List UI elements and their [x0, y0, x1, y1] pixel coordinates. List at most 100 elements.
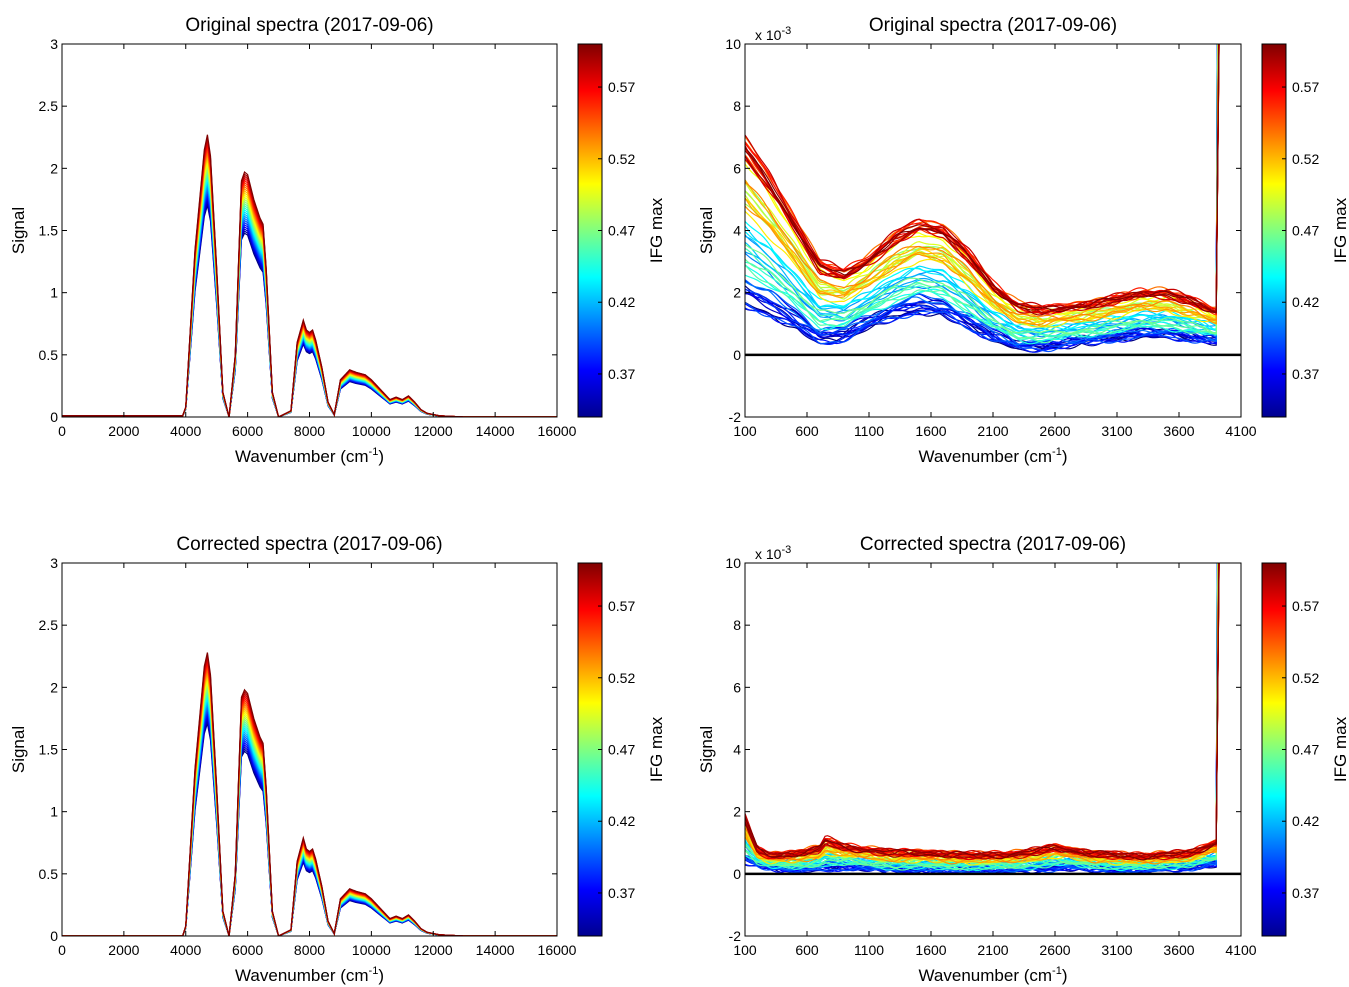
- spectrum-line: [745, 563, 1218, 874]
- spectrum-line: [745, 563, 1219, 871]
- spectrum-line: [62, 168, 557, 417]
- spectrum-line: [745, 563, 1219, 870]
- colorbar-label: IFG max: [1331, 716, 1349, 782]
- plot-frame: [61, 562, 558, 937]
- spectrum-line: [745, 563, 1219, 873]
- spectrum-line: [745, 563, 1218, 876]
- x-tick-label: 14000: [476, 423, 515, 439]
- spectrum-line: [745, 44, 1219, 326]
- spectrum-line: [745, 563, 1220, 859]
- x-tick-label: 8000: [294, 942, 325, 958]
- spectrum-line: [745, 563, 1220, 858]
- spectrum-line: [745, 44, 1218, 353]
- x-tick-label: 10000: [352, 423, 391, 439]
- x-tick-label: 8000: [294, 423, 325, 439]
- spectrum-line: [745, 563, 1220, 864]
- spectrum-line: [745, 44, 1219, 335]
- spectrum-line: [745, 563, 1220, 860]
- spectrum-line: [62, 693, 557, 936]
- x-axis-label: Wavenumber (cm-1): [235, 446, 384, 466]
- chart-panel-2: 100 600 1100 1600 2100 2600 3100 3600 4100 -2 0 2 4 6…: [697, 15, 1349, 466]
- colorbar: 0.37 0.42 0.47 0.52 0.57 IFG max: [577, 43, 666, 418]
- x-tick-label: 2100: [977, 423, 1008, 439]
- spectrum-line: [745, 44, 1220, 313]
- x-tick-label: 2100: [977, 942, 1008, 958]
- x-tick-label: 2000: [108, 423, 139, 439]
- y-tick-label: -2: [729, 928, 742, 944]
- y-axis-label: Signal: [9, 726, 28, 773]
- spectrum-line: [745, 563, 1220, 865]
- colorbar: 0.37 0.42 0.47 0.52 0.57 IFG max: [577, 562, 666, 937]
- spectrum-line: [62, 667, 557, 936]
- spectrum-line: [745, 563, 1219, 869]
- x-tick-label: 3100: [1101, 942, 1132, 958]
- spectrum-line: [745, 44, 1219, 346]
- spectrum-line: [745, 563, 1220, 861]
- x-tick-label: 10000: [352, 942, 391, 958]
- y-tick-label: 2: [50, 160, 58, 176]
- y-tick-label: 4: [733, 742, 741, 758]
- spectrum-line: [62, 723, 557, 936]
- spectrum-line: [62, 713, 557, 936]
- y-axis-label: Signal: [9, 207, 28, 254]
- spectrum-line: [745, 563, 1218, 874]
- spectrum-line: [62, 664, 557, 936]
- spectrum-line: [62, 154, 557, 417]
- spectrum-line: [745, 563, 1220, 860]
- spectrum-line: [62, 144, 557, 417]
- spectrum-line: [745, 563, 1218, 874]
- axis-multiplier: x 10-3: [755, 25, 791, 43]
- x-tick-label: 2600: [1039, 423, 1070, 439]
- spectrum-line: [745, 563, 1220, 864]
- plot-area: [745, 563, 1220, 876]
- y-tick-label: 2: [50, 679, 58, 695]
- spectrum-line: [62, 701, 557, 936]
- y-tick-label: 0: [50, 409, 58, 425]
- spectrum-line: [62, 185, 557, 417]
- spectrum-line: [62, 180, 557, 417]
- y-tick-label: 1.5: [39, 742, 59, 758]
- spectrum-line: [62, 151, 557, 417]
- x-tick-label: 12000: [414, 942, 453, 958]
- x-tick-label: 6000: [232, 423, 263, 439]
- spectrum-line: [745, 563, 1219, 867]
- spectrum-line: [62, 669, 557, 936]
- plot-area: [745, 44, 1220, 353]
- spectrum-line: [62, 686, 557, 936]
- x-tick-label: 1600: [915, 942, 946, 958]
- spectrum-line: [62, 197, 557, 417]
- y-tick-label: 2: [733, 804, 741, 820]
- colorbar-tick-label: 0.57: [608, 79, 635, 95]
- colorbar-tick-label: 0.47: [608, 742, 635, 758]
- plot-frame: [61, 43, 558, 418]
- spectrum-line: [62, 163, 557, 417]
- colorbar-tick-label: 0.37: [1292, 366, 1319, 382]
- x-tick-label: 3600: [1163, 423, 1194, 439]
- spectrum-line: [745, 563, 1218, 874]
- y-tick-label: 0: [50, 928, 58, 944]
- colorbar: 0.37 0.42 0.47 0.52 0.57 IFG max: [1261, 562, 1349, 937]
- spectrum-line: [62, 703, 557, 936]
- spectrum-line: [745, 563, 1220, 861]
- spectrum-line: [62, 137, 557, 417]
- axis-multiplier: x 10-3: [755, 544, 791, 562]
- spectrum-line: [62, 134, 557, 417]
- plot-frame: [744, 43, 1242, 418]
- colorbar-tick-label: 0.42: [1292, 294, 1319, 310]
- spectrum-line: [745, 563, 1219, 871]
- x-tick-label: 14000: [476, 942, 515, 958]
- x-tick-label: 2600: [1039, 942, 1070, 958]
- x-tick-label: 2000: [108, 942, 139, 958]
- spectrum-line: [745, 563, 1220, 864]
- colorbar-tick-label: 0.42: [1292, 813, 1319, 829]
- spectrum-line: [745, 44, 1218, 348]
- y-tick-label: -2: [729, 409, 742, 425]
- spectrum-line: [62, 156, 557, 417]
- y-tick-label: 1: [50, 285, 58, 301]
- y-axis-label: Signal: [697, 207, 716, 254]
- colorbar-tick-label: 0.42: [608, 813, 635, 829]
- chart-title: Original spectra (2017-09-06): [869, 15, 1117, 36]
- x-tick-label: 1100: [854, 423, 884, 439]
- spectrum-line: [62, 183, 557, 417]
- spectrum-line: [745, 563, 1220, 863]
